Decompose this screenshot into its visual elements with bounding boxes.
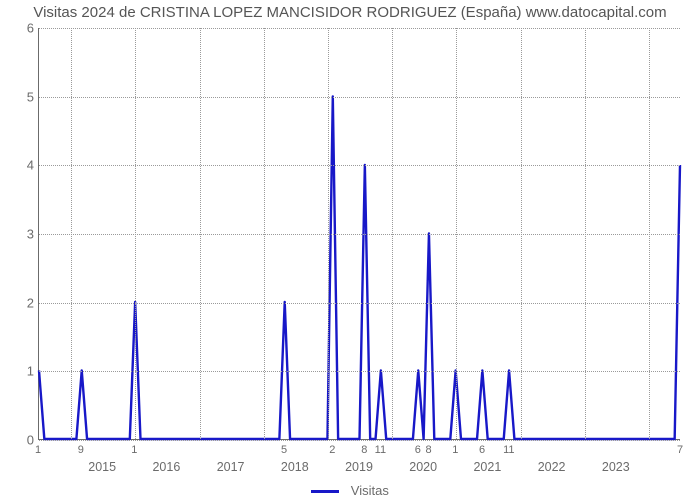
y-tick-label: 1 — [14, 364, 34, 379]
legend: Visitas — [0, 483, 700, 498]
y-tick-label: 3 — [14, 227, 34, 242]
x-tick-major: 2020 — [409, 460, 437, 474]
gridline-v — [456, 28, 457, 439]
y-tick-label: 4 — [14, 158, 34, 173]
x-tick-minor: 1 — [35, 444, 41, 456]
x-tick-major: 2023 — [602, 460, 630, 474]
x-tick-minor: 11 — [503, 444, 514, 456]
gridline-v — [649, 28, 650, 439]
legend-swatch — [311, 490, 339, 493]
gridline-v — [264, 28, 265, 439]
x-tick-major: 2018 — [281, 460, 309, 474]
x-tick-minor: 6 — [479, 444, 485, 456]
gridline-v — [71, 28, 72, 439]
gridline-v — [200, 28, 201, 439]
x-tick-minor: 7 — [677, 444, 683, 456]
x-tick-major: 2015 — [88, 460, 116, 474]
gridline-v — [521, 28, 522, 439]
gridline-v — [328, 28, 329, 439]
gridline-h — [39, 440, 680, 441]
x-tick-minor: 6 — [415, 444, 421, 456]
gridline-v — [585, 28, 586, 439]
y-tick-label: 5 — [14, 89, 34, 104]
x-tick-minor: 8 — [425, 444, 431, 456]
gridline-v — [135, 28, 136, 439]
chart-title: Visitas 2024 de CRISTINA LOPEZ MANCISIDO… — [0, 4, 700, 21]
x-tick-minor: 9 — [78, 444, 84, 456]
x-tick-minor: 11 — [375, 444, 386, 456]
y-tick-label: 6 — [14, 21, 34, 36]
y-tick-label: 2 — [14, 295, 34, 310]
x-tick-minor: 5 — [281, 444, 287, 456]
x-tick-major: 2019 — [345, 460, 373, 474]
x-tick-major: 2021 — [473, 460, 501, 474]
x-tick-minor: 1 — [131, 444, 137, 456]
x-tick-major: 2016 — [152, 460, 180, 474]
x-ticks: 1915281168161172015201620172018201920202… — [38, 444, 680, 488]
x-tick-minor: 8 — [361, 444, 367, 456]
x-tick-minor: 2 — [329, 444, 335, 456]
x-tick-major: 2017 — [217, 460, 245, 474]
x-tick-major: 2022 — [538, 460, 566, 474]
gridline-v — [392, 28, 393, 439]
visits-chart: Visitas 2024 de CRISTINA LOPEZ MANCISIDO… — [0, 0, 700, 500]
plot-area — [38, 28, 680, 440]
legend-label: Visitas — [351, 483, 389, 498]
x-tick-minor: 1 — [452, 444, 458, 456]
y-tick-label: 0 — [14, 433, 34, 448]
